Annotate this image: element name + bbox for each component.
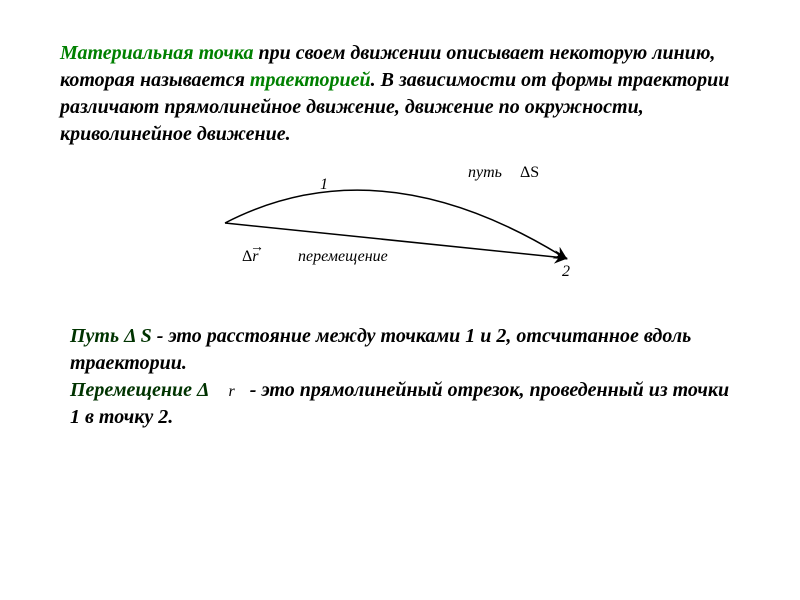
para2-t3: 1 xyxy=(465,325,475,347)
term-path: Путь Δ S xyxy=(70,325,157,347)
term-trajectory: траекторией xyxy=(250,69,371,91)
para2-t11: 2 xyxy=(158,406,168,428)
label-point-2: 2 xyxy=(562,263,570,281)
path-displacement-diagram: путь ΔS 1 → Δr перемещение 2 xyxy=(210,168,590,298)
para2-t12: . xyxy=(168,406,173,428)
label-displacement-word: перемещение xyxy=(298,248,388,266)
r-variable: r xyxy=(228,383,234,400)
term-material-point: Материальная точка xyxy=(60,42,254,64)
bottom-paragraph: Путь Δ S - это расстояние между точками … xyxy=(70,323,740,431)
para2-t4: и xyxy=(475,325,496,347)
para2-t10: в точку xyxy=(80,406,158,428)
diagram-svg xyxy=(210,168,590,298)
label-delta-r: Δr xyxy=(242,248,259,266)
label-delta-s: ΔS xyxy=(520,164,539,182)
top-paragraph: Материальная точка при своем движении оп… xyxy=(60,40,740,148)
para2-t9: 1 xyxy=(70,406,80,428)
label-path-word: путь xyxy=(468,164,502,182)
chord-displacement xyxy=(225,223,565,258)
term-displacement: Перемещение Δ xyxy=(70,379,213,401)
para2-t2: - это расстояние между точками xyxy=(157,325,466,347)
para2-t5: 2 xyxy=(496,325,506,347)
label-point-1: 1 xyxy=(320,176,328,194)
arc-path xyxy=(225,190,565,258)
para2-t8: - это прямолинейный отрезок, проведенный… xyxy=(245,379,729,401)
